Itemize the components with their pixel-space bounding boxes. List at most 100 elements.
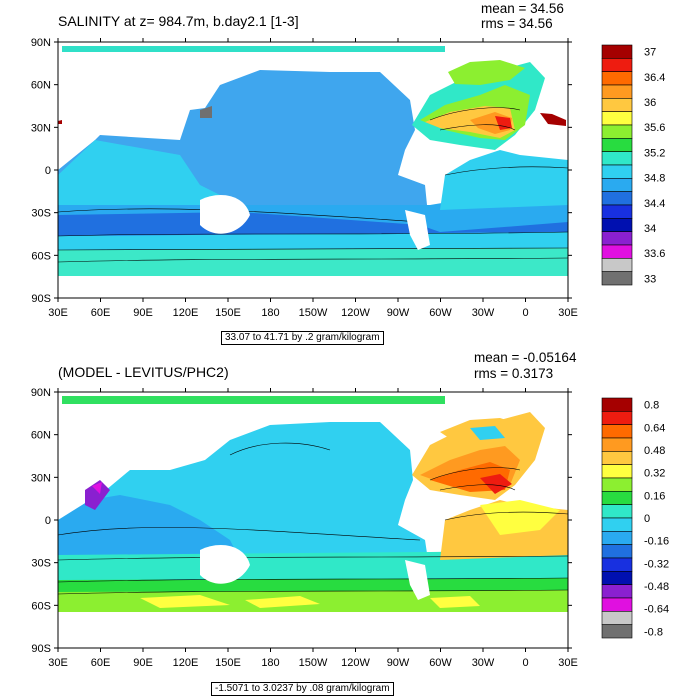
colorbar-swatch [601, 611, 633, 625]
panel1-lon-label: 150E [215, 307, 241, 319]
colorbar-label: -0.64 [644, 604, 669, 616]
panel1-lat-label: 30N [31, 122, 51, 134]
colorbar-swatch [601, 258, 633, 272]
panel1-lon-label: 150W [299, 307, 328, 319]
panel2-lon-label: 120E [173, 657, 199, 669]
colorbar-swatch [601, 218, 633, 232]
panel2-lon-label: 90E [133, 657, 153, 669]
colorbar-swatch [601, 397, 633, 412]
colorbar-label: -0.32 [644, 558, 669, 570]
colorbar-label: 36.4 [644, 72, 665, 84]
panel1-lon-label: 120E [173, 307, 199, 319]
colorbar-label: -0.48 [644, 581, 669, 593]
panel1-map [58, 42, 568, 298]
panel1-lon-label: 60E [91, 307, 111, 319]
colorbar-label: 0 [644, 513, 650, 525]
panel1-lon-label: 90W [387, 307, 410, 319]
panel1-lon-label: 90E [133, 307, 153, 319]
panel1-lat-label: 0 [45, 165, 51, 177]
colorbar-label: 35.2 [644, 147, 665, 159]
panel1-range-label: 33.07 to 41.71 by .2 gram/kilogram [221, 331, 384, 345]
panel1-lon-label: 30W [472, 307, 495, 319]
colorbar-swatch [601, 477, 633, 492]
colorbar-swatch [601, 244, 633, 259]
panel1-mediterranean [540, 113, 566, 126]
colorbar-label: 33 [644, 273, 656, 285]
panel1-rms: rms = 34.56 [481, 16, 553, 31]
panel2-lon-label: 150E [215, 657, 241, 669]
colorbar-swatch [601, 411, 633, 425]
colorbar-swatch [601, 624, 633, 639]
colorbar-swatch [601, 464, 633, 479]
colorbar-swatch [601, 124, 633, 139]
colorbar-swatch [601, 71, 633, 86]
panel1-land [200, 195, 430, 250]
colorbar-label: -0.8 [644, 626, 663, 638]
panel1-lon-label: 60W [429, 307, 452, 319]
colorbar-swatch [601, 164, 633, 179]
panel1-lat-label: 60S [31, 250, 51, 262]
panel2-lon-label: 60W [429, 657, 452, 669]
panel2-colorbar: 0.8 0.64 0.48 0.32 0.16 0 -0.16 -0.32 -0.48 -0.64… [601, 397, 669, 639]
panel2-lon-label: 180 [261, 657, 279, 669]
panel1-antarctic-band [58, 248, 568, 276]
colorbar-swatch [601, 517, 633, 532]
colorbar-label: 36 [644, 97, 656, 109]
colorbar-swatch [601, 504, 633, 519]
colorbar-swatch [601, 571, 633, 585]
panel2-arctic-strip [62, 396, 445, 404]
panel2-lat-label: 90N [31, 387, 51, 399]
panel1-indian-ocean [58, 140, 240, 205]
colorbar-swatch [601, 557, 633, 572]
colorbar-swatch [601, 437, 633, 452]
panel2-lat-label: 90S [31, 643, 51, 655]
colorbar-swatch [601, 531, 633, 545]
panel1-title: SALINITY at z= 984.7m, b.day2.1 [1-3] [58, 13, 299, 29]
colorbar-label: 0.32 [644, 468, 665, 480]
colorbar-swatch [601, 191, 633, 206]
colorbar-label: -0.16 [644, 536, 669, 548]
panel2-lat-label: 60N [31, 430, 51, 442]
panel2-lat-label: 30S [31, 558, 51, 570]
panel1-lat-label: 90S [31, 293, 51, 305]
colorbar-label: 34.8 [644, 173, 665, 185]
panel2-land [200, 545, 430, 600]
panel1-lon-label: 120W [341, 307, 370, 319]
panel2-map [58, 392, 568, 648]
colorbar-label: 35.6 [644, 122, 665, 134]
panel2-lat-label: 30N [31, 472, 51, 484]
panel1-mean: mean = 34.56 [481, 1, 564, 16]
colorbar-swatch [601, 231, 633, 246]
panel1-lat-label: 60N [31, 80, 51, 92]
panel1-south-atlantic [440, 150, 568, 210]
panel1-colorbar: 37 36.4 36 35.6 35.2 34.8 34.4 34 33.6 33 [601, 44, 665, 285]
panel1-lon-label: 0 [522, 307, 528, 319]
panel2-mean: mean = -0.05164 [474, 350, 577, 365]
colorbar-swatch [601, 58, 633, 72]
panel1-lon-label: 180 [261, 307, 279, 319]
panel2-lon-label: 120W [341, 657, 370, 669]
colorbar-swatch [601, 151, 633, 166]
panel2-lon-label: 150W [299, 657, 328, 669]
colorbar-label: 0.48 [644, 445, 665, 457]
panel2-lat-label: 0 [45, 515, 51, 527]
panel1-lon-label: 30E [558, 307, 578, 319]
colorbar-label: 34.4 [644, 198, 665, 210]
colorbar-swatch [601, 204, 633, 219]
panel2-lon-label: 90W [387, 657, 410, 669]
colorbar-swatch [601, 98, 633, 112]
colorbar-swatch [601, 491, 633, 505]
panel2-range-label: -1.5071 to 3.0237 by .08 gram/kilogram [211, 682, 394, 696]
colorbar-swatch [601, 451, 633, 465]
colorbar-label: 0.8 [644, 400, 659, 412]
colorbar-label: 0.16 [644, 490, 665, 502]
colorbar-swatch [601, 84, 633, 99]
colorbar-swatch [601, 178, 633, 192]
panel2-lon-label: 0 [522, 657, 528, 669]
colorbar-swatch [601, 138, 633, 152]
colorbar-swatch [601, 424, 633, 439]
panel2-lon-label: 30E [558, 657, 578, 669]
colorbar-label: 37 [644, 47, 656, 59]
colorbar-label: 33.6 [644, 248, 665, 260]
